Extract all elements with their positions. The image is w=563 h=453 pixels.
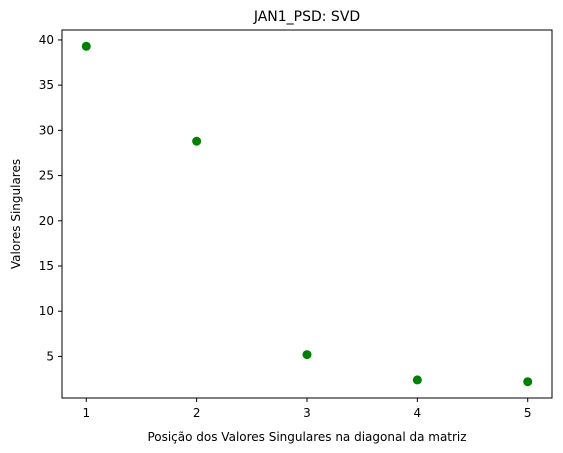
x-tick-label: 1 bbox=[82, 406, 90, 420]
chart-title: JAN1_PSD: SVD bbox=[253, 9, 360, 25]
y-tick-label: 10 bbox=[39, 304, 54, 318]
plot-area bbox=[61, 29, 553, 399]
y-axis-label: Valores Singulares bbox=[9, 159, 23, 269]
y-tick-label: 40 bbox=[39, 33, 54, 47]
data-point bbox=[81, 41, 91, 51]
y-tick-label: 30 bbox=[39, 123, 54, 137]
data-point bbox=[192, 136, 202, 146]
data-point bbox=[302, 350, 312, 360]
x-tick-label: 5 bbox=[524, 406, 532, 420]
y-tick-label: 15 bbox=[39, 259, 54, 273]
x-axis-ticks: 1 2 3 4 5 bbox=[82, 398, 532, 420]
y-tick-label: 25 bbox=[39, 169, 54, 183]
data-points bbox=[81, 41, 533, 387]
x-tick-label: 2 bbox=[193, 406, 201, 420]
x-tick-label: 3 bbox=[303, 406, 311, 420]
data-point bbox=[523, 377, 533, 387]
x-tick-label: 4 bbox=[414, 406, 422, 420]
y-axis-ticks: 5 10 15 20 25 30 35 40 bbox=[39, 33, 62, 363]
y-tick-label: 35 bbox=[39, 78, 54, 92]
y-tick-label: 5 bbox=[46, 349, 54, 363]
x-axis-label: Posição dos Valores Singulares na diagon… bbox=[147, 430, 466, 444]
y-tick-label: 20 bbox=[39, 214, 54, 228]
data-point bbox=[412, 375, 422, 385]
